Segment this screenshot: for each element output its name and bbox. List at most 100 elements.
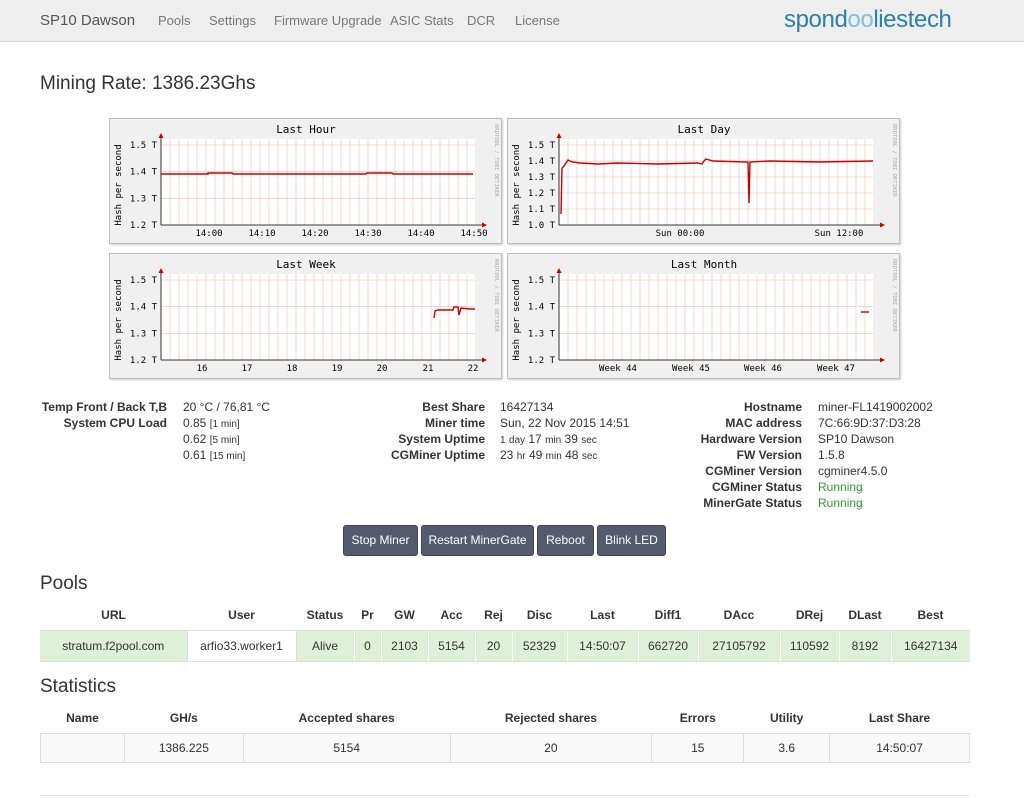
restart-minergate-button[interactable]: Restart MinerGate [421, 525, 534, 556]
x-axis-arrow [880, 222, 885, 228]
statistics-heading: Statistics [40, 676, 117, 697]
plot-area [559, 274, 873, 360]
col-rejected-shares: Rejected shares [504, 711, 597, 726]
nav-pools[interactable]: Pools [158, 13, 191, 28]
pool-dlast: 8192 [838, 629, 891, 662]
x-tick-label: Week 44 [599, 364, 637, 374]
y-tick-label: 1.4 T [528, 303, 556, 313]
mac-label: MAC address [725, 416, 802, 430]
temp-value: 20 °C / 76,81 °C [183, 400, 270, 414]
best-share-value: 16427134 [500, 400, 554, 414]
nav-dcr[interactable]: DCR [467, 13, 496, 28]
miner-time-label: Miner time [424, 416, 485, 430]
pool-dacc: 27105792 [697, 629, 780, 662]
y-tick-label: 1.3 T [130, 329, 158, 339]
graph-title: Last Day [678, 123, 731, 136]
y-tick-label: 1.4 T [528, 157, 556, 167]
hashrate-series-line [161, 172, 473, 175]
cpu-load-15min: 0.61 [15 min] [183, 448, 246, 462]
stat-accepted: 5154 [242, 732, 451, 763]
col-errors: Errors [679, 711, 716, 726]
pools-header-row: URL User Status Pr GW Acc Rej Disc Last … [40, 601, 970, 630]
hashrate-series-line [560, 158, 874, 215]
y-tick-label: 1.3 T [528, 173, 556, 183]
x-tick-label: 14:30 [354, 229, 381, 239]
y-tick-label: 1.2 T [130, 356, 158, 366]
rrdtool-watermark: RRDTOOL / TOBI OETIKER [891, 259, 897, 333]
stat-last-share: 14:50:07 [829, 732, 970, 763]
stat-rejected: 20 [449, 732, 653, 763]
y-tick-label: 1.0 T [528, 221, 556, 231]
fw-version-label: FW Version [736, 448, 802, 462]
rrdtool-watermark: RRDTOOL / TOBI OETIKER [493, 259, 499, 333]
x-tick-label: 14:10 [248, 229, 275, 239]
top-navbar: SP10 Dawson Pools Settings Firmware Upgr… [0, 0, 1024, 42]
graph-title: Last Month [671, 258, 737, 271]
col-last-share: Last Share [868, 711, 931, 726]
x-axis-arrow [482, 357, 487, 363]
pool-acc: 5154 [427, 629, 475, 662]
x-tick-label: Week 46 [744, 364, 782, 374]
y-tick-label: 1.5 T [130, 276, 158, 286]
graph-last-hour-svg: 1.5 T 1.4 T 1.3 T 1.2 T 14:00 14:10 14:20 14:30… [114, 123, 499, 239]
col-accepted-shares: Accepted shares [298, 711, 395, 726]
pool-url: stratum.f2pool.com [40, 629, 187, 662]
blink-led-button[interactable]: Blink LED [597, 525, 666, 556]
best-share-label: Best Share [422, 400, 485, 414]
col-drej: DRej [795, 608, 824, 623]
col-dlast: DLast [848, 608, 882, 623]
cgminer-status-label: CGMiner Status [711, 480, 802, 494]
y-axis-arrow [556, 133, 562, 138]
graph-last-week: 1.5 T 1.4 T 1.3 T 1.2 T 16 17 18 19 20 21 22 Last W… [109, 253, 502, 379]
cgminer-version-value: cgminer4.5.0 [818, 464, 888, 478]
y-axis-label: Hash per second [512, 279, 522, 360]
system-uptime-value: 1 day 17 min 39 sec [500, 432, 597, 446]
y-axis-arrow [556, 268, 562, 273]
nav-asic-stats[interactable]: ASIC Stats [390, 13, 454, 28]
rrdtool-watermark: RRDTOOL / TOBI OETIKER [493, 124, 499, 198]
y-tick-label: 1.2 T [528, 189, 556, 199]
col-rej: Rej [484, 608, 503, 623]
reboot-button[interactable]: Reboot [537, 525, 594, 556]
cgminer-status-value: Running [818, 480, 863, 494]
pool-priority: 0 [353, 629, 381, 662]
y-tick-label: 1.2 T [528, 356, 556, 366]
y-tick-label: 1.5 T [528, 276, 556, 286]
col-disc: Disc [526, 608, 553, 623]
y-tick-label: 1.4 T [130, 168, 158, 178]
pool-status: Alive [295, 629, 354, 662]
x-tick-label: 14:40 [407, 229, 434, 239]
system-uptime-label: System Uptime [398, 432, 485, 446]
x-axis-arrow [482, 222, 487, 228]
col-pr: Pr [361, 608, 374, 623]
col-diff1: Diff1 [654, 608, 682, 623]
graph-last-day-svg: 1.5 T 1.4 T 1.3 T 1.2 T 1.1 T 1.0 T Sun 00:00 S… [512, 123, 897, 239]
pools-heading: Pools [40, 573, 88, 594]
brand-title[interactable]: SP10 Dawson [40, 12, 136, 29]
nav-firmware-upgrade[interactable]: Firmware Upgrade [274, 13, 382, 28]
y-axis-arrow [158, 133, 164, 138]
col-user: User [228, 608, 255, 623]
x-tick-label: 14:50 [460, 229, 487, 239]
pool-gw: 2103 [380, 629, 428, 662]
col-ghs: GH/s [169, 711, 198, 726]
nav-license[interactable]: License [515, 13, 560, 28]
col-gw: GW [394, 608, 415, 623]
y-tick-label: 1.1 T [528, 205, 556, 215]
cgminer-uptime-label: CGMiner Uptime [390, 448, 485, 462]
x-tick-label: 14:00 [195, 229, 222, 239]
pool-user: arfio33.worker1 [186, 629, 297, 662]
spondoolies-logo: spondooliestech [784, 6, 952, 33]
hardware-version-value: SP10 Dawson [818, 432, 895, 446]
stop-miner-button[interactable]: Stop Miner [343, 525, 418, 556]
plot-area [559, 139, 873, 225]
col-last: Last [590, 608, 615, 623]
graph-last-day: 1.5 T 1.4 T 1.3 T 1.2 T 1.1 T 1.0 T Sun 00:00 S… [507, 118, 900, 244]
col-best: Best [917, 608, 944, 623]
table-row: 1386.225 5154 20 15 3.6 14:50:07 [40, 732, 970, 763]
stat-name [40, 732, 125, 763]
pools-table: URL User Status Pr GW Acc Rej Disc Last … [40, 601, 970, 662]
nav-settings[interactable]: Settings [209, 13, 256, 28]
graph-last-week-svg: 1.5 T 1.4 T 1.3 T 1.2 T 16 17 18 19 20 21 22 Last W… [114, 258, 499, 374]
cpu-load-1min: 0.85 [1 min] [183, 416, 240, 430]
